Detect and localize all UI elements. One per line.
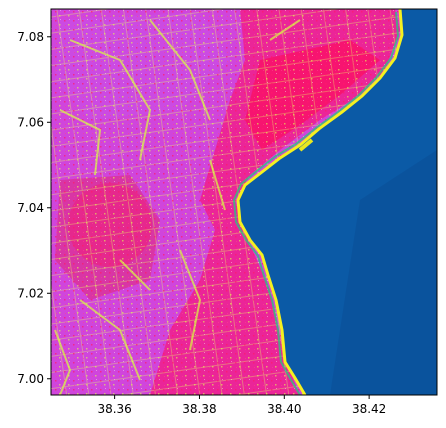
x-tick-label: 38.38 xyxy=(182,402,216,416)
y-tick-label: 7.08 xyxy=(17,30,44,44)
y-tick-label: 7.00 xyxy=(17,372,44,386)
y-tick-label: 7.02 xyxy=(17,286,44,300)
y-tick-label: 7.04 xyxy=(17,201,44,215)
plot-frame xyxy=(50,8,438,396)
x-tick-label: 38.42 xyxy=(352,402,386,416)
y-axis: 7.00 7.02 7.04 7.06 7.08 xyxy=(17,30,51,386)
map-raster xyxy=(51,9,437,395)
y-tick-label: 7.06 xyxy=(17,115,44,129)
x-tick-label: 38.40 xyxy=(267,402,301,416)
x-axis: 38.36 38.38 38.40 38.42 xyxy=(97,395,386,416)
x-tick-label: 38.36 xyxy=(97,402,131,416)
